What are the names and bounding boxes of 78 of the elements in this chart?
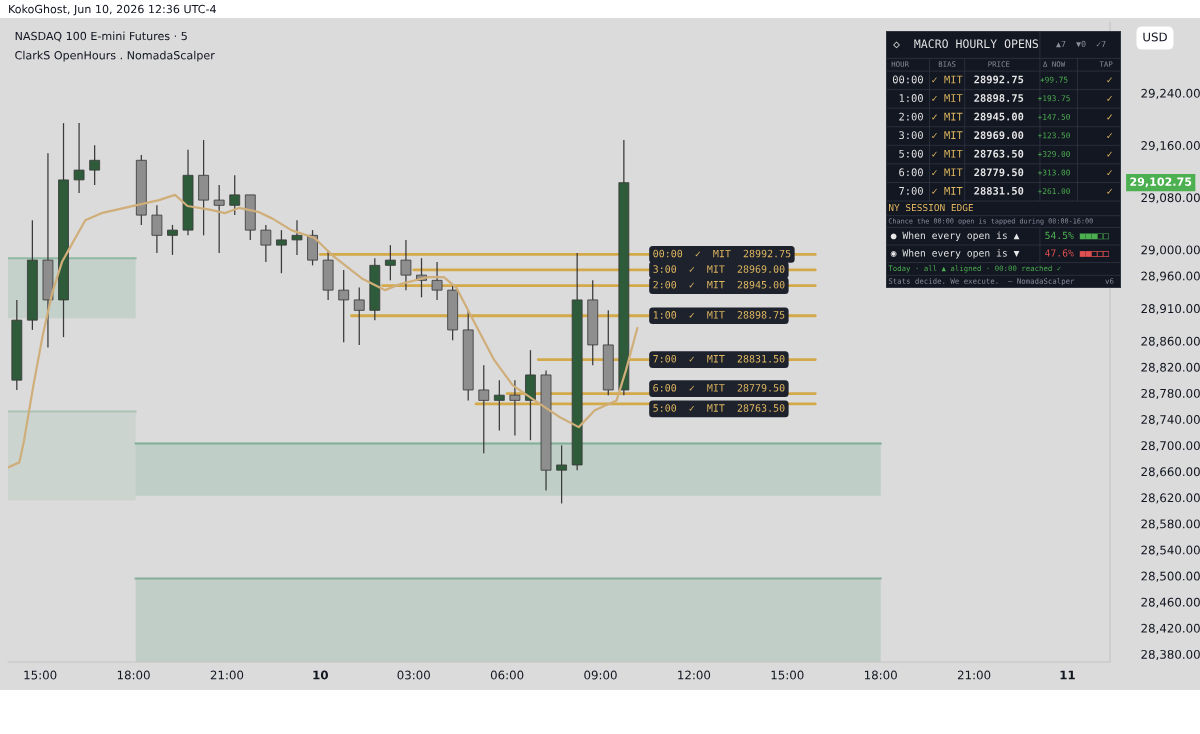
text: ✓ MIT: [932, 149, 963, 158]
text: ✓ MIT: [932, 112, 963, 121]
text: 28831.50: [974, 186, 1024, 195]
annotation: 47.6% ■■□□□: [1045, 249, 1109, 257]
text: 3:00: [899, 131, 923, 140]
y-tick-label: 28,740.00: [1141, 415, 1200, 426]
y-tick-label: 28,460.00: [1141, 597, 1200, 608]
y-tick-label: 28,420.00: [1141, 623, 1200, 634]
text: ✓ MIT: [932, 75, 963, 84]
text: 28969.00: [974, 131, 1024, 140]
series-label: 6:00 ✓ MIT 28779.50: [653, 384, 785, 392]
y-tick-label: 29,240.00: [1141, 88, 1200, 99]
text: 7:00: [899, 186, 923, 195]
x-tick-label: 10: [313, 670, 328, 680]
text: 00:00: [892, 75, 923, 84]
annotation: NY SESSION EDGE: [888, 203, 974, 212]
text: ✓: [1107, 77, 1112, 83]
text: NASDAQ 100 E-mini Futures · 5: [15, 31, 187, 42]
text: ✓ MIT: [932, 94, 963, 102]
annotation: ◉ When every open is ▼: [890, 249, 1020, 259]
y-tick-label: 28,500.00: [1141, 571, 1200, 582]
y-tick-label: 28,860.00: [1141, 336, 1200, 347]
x-tick-label: 12:00: [678, 670, 711, 680]
x-tick-label: 21:00: [957, 670, 991, 680]
text: ◇ MACRO HOURLY OPENS: [893, 39, 1039, 49]
series-label: 2:00 ✓ MIT 28945.00: [653, 280, 785, 289]
x-tick-label: 11: [1060, 670, 1075, 680]
x-tick-label: 21:00: [210, 670, 244, 680]
text: 28779.50: [974, 168, 1024, 177]
x-tick-label: 03:00: [397, 670, 430, 680]
y-tick-label: 28,660.00: [1141, 467, 1200, 478]
y-tick-label: 28,380.00: [1141, 649, 1200, 661]
text: 28945.00: [974, 112, 1024, 121]
series-label: 00:00 ✓ MIT 28992.75: [653, 249, 791, 258]
text: 5:00: [899, 149, 923, 158]
text: ✓: [1107, 114, 1112, 120]
text: ✓: [1107, 151, 1112, 157]
series-label: 5:00 ✓ MIT 28763.50: [653, 404, 785, 412]
text: 28898.75: [974, 94, 1024, 102]
text: ✓: [1107, 188, 1112, 194]
annotation: 54.5% ■■■□□: [1045, 231, 1109, 240]
y-tick-label: 28,540.00: [1141, 545, 1200, 556]
series-label: 1:00 ✓ MIT 28898.75: [653, 311, 785, 319]
text: ClarkS OpenHours . NomadaScalper: [15, 50, 215, 62]
y-tick-label: 28,780.00: [1141, 388, 1200, 400]
y-tick-label: 29,000.00: [1141, 245, 1200, 256]
x-tick-label: 15:00: [24, 670, 57, 680]
y-tick-label: 29,080.00: [1141, 193, 1200, 204]
y-tick-label: 29,160.00: [1141, 141, 1200, 152]
text: USD: [1143, 32, 1167, 42]
text: ✓: [1107, 95, 1112, 101]
text: ✓ MIT: [932, 131, 963, 139]
y-tick-label: 28,820.00: [1141, 362, 1200, 373]
text: 2:00: [899, 112, 923, 121]
series-label: 7:00 ✓ MIT 28831.50: [653, 354, 785, 363]
x-tick-label: 18:00: [117, 670, 150, 680]
x-tick-label: 09:00: [584, 670, 617, 680]
text: ▲7 ▼0 ✓7: [1055, 40, 1106, 48]
y-tick-label: 28,910.00: [1141, 304, 1200, 315]
y-tick-label: 28,580.00: [1141, 519, 1200, 530]
text: ✓ MIT: [932, 187, 963, 195]
y-tick-label: 28,620.00: [1141, 493, 1200, 504]
x-tick-label: 06:00: [490, 670, 524, 680]
y-tick-label: 28,960.00: [1141, 271, 1200, 282]
text: ✓: [1107, 133, 1112, 138]
text: ✓: [1107, 170, 1112, 176]
series-label: 3:00 ✓ MIT 28969.00: [653, 265, 785, 273]
text: ✓ MIT: [932, 168, 963, 177]
text: 1:00: [899, 94, 923, 102]
y-tick-label: 28,700.00: [1141, 441, 1200, 452]
text: 29,102.75: [1130, 177, 1192, 188]
x-tick-label: 18:00: [864, 670, 897, 680]
annotation: ● When every open is ▲: [890, 231, 1020, 241]
x-tick-label: 15:00: [771, 670, 804, 680]
text: KokoGhost, Jun 10, 2026 12:36 UTC-4: [9, 4, 216, 16]
text: 6:00: [899, 168, 923, 177]
text: 28763.50: [974, 149, 1024, 158]
text: 28992.75: [974, 75, 1024, 84]
